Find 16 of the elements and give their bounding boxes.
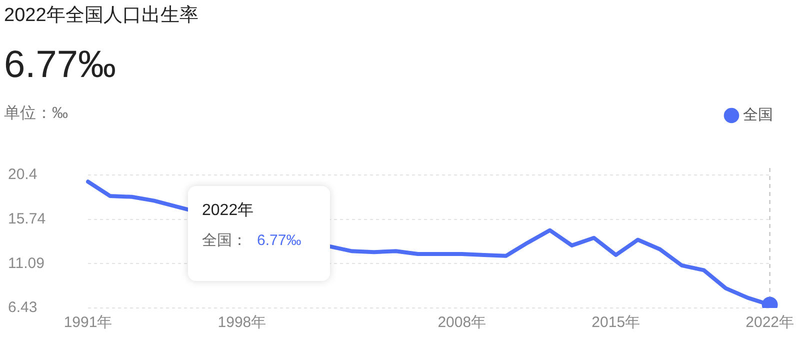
x-tick-label: 2008年 <box>438 314 486 332</box>
chart-subtitle: 6.77‰ <box>4 44 116 87</box>
annotation: 全国： <box>202 232 247 249</box>
chart-title: 2022年全国人口出生率 <box>4 4 198 28</box>
y-tick-label: 6.43 <box>8 299 38 316</box>
x-tick-label: 2022年 <box>746 314 794 332</box>
x-tick-label: 2015年 <box>592 314 640 332</box>
annotation: 6.77‰ <box>257 232 302 249</box>
legend-label: 全国 <box>743 106 773 124</box>
x-tick-label: 1991年 <box>64 314 112 332</box>
y-tick-label: 20.4 <box>8 166 38 184</box>
y-axis-title: 单位：‰ <box>4 104 68 124</box>
annotation: 2022年 <box>202 201 255 221</box>
y-tick-label: 15.74 <box>8 210 46 228</box>
x-tick-label: 1998年 <box>218 314 266 332</box>
y-tick-label: 11.09 <box>8 254 44 272</box>
